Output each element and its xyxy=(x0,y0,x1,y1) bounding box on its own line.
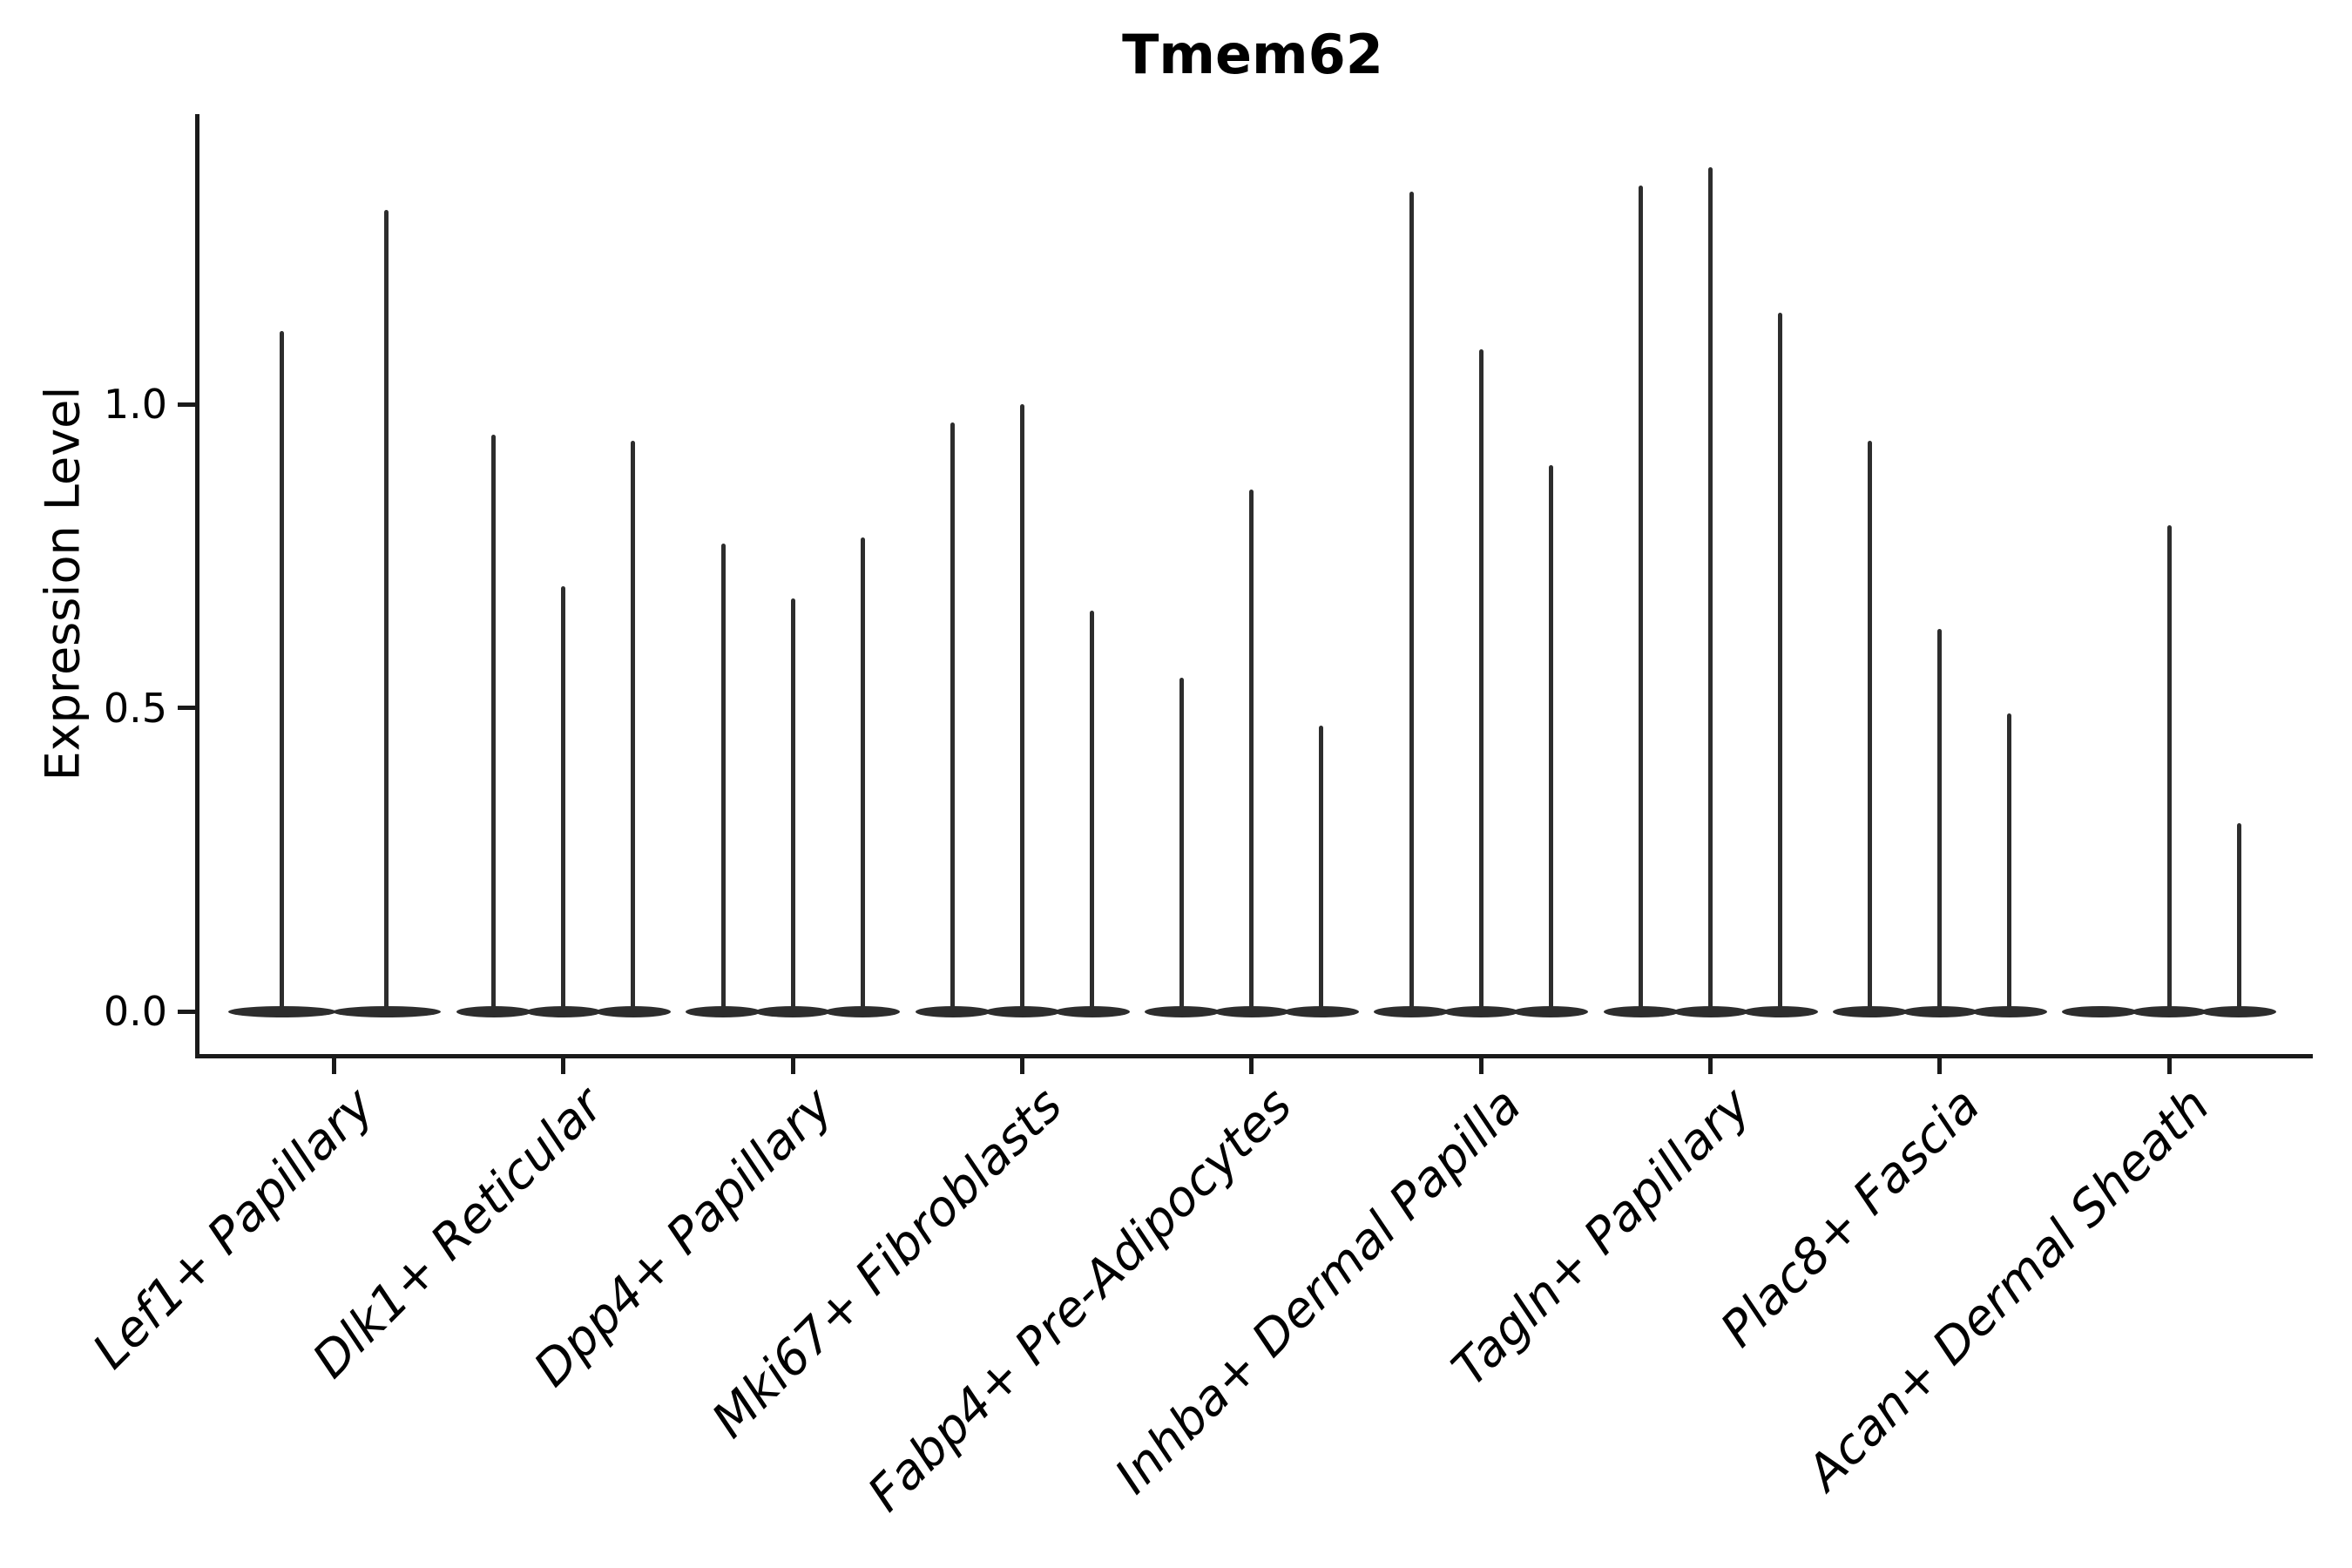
violin-base xyxy=(915,1005,990,1017)
violin-spike xyxy=(561,586,566,1011)
violin-base xyxy=(1374,1005,1450,1017)
violin-spike xyxy=(491,434,497,1011)
x-tick-mark xyxy=(1020,1058,1025,1074)
violin-spike xyxy=(1319,726,1324,1011)
violin-spike xyxy=(1548,464,1553,1011)
violin-base xyxy=(2201,1005,2277,1017)
x-tick-mark xyxy=(1478,1058,1484,1074)
x-tick-mark xyxy=(561,1058,566,1074)
y-tick-mark xyxy=(178,1009,195,1014)
violin-spike xyxy=(280,331,284,1011)
x-tick-mark xyxy=(2166,1058,2172,1074)
y-axis-label: Expression Level xyxy=(35,386,91,781)
violin-spike xyxy=(1020,404,1025,1011)
violin-spike xyxy=(384,209,389,1011)
violin-base xyxy=(825,1005,901,1017)
violin-spike xyxy=(1249,489,1254,1011)
violin-base xyxy=(332,1005,441,1017)
violin-spike xyxy=(631,440,636,1011)
violin-base xyxy=(1213,1005,1289,1017)
y-tick-mark xyxy=(178,706,195,710)
violin-base xyxy=(686,1005,761,1017)
violin-spike xyxy=(790,598,795,1011)
violin-base xyxy=(525,1005,601,1017)
violin-base xyxy=(1971,1005,2047,1017)
violin-base xyxy=(1283,1005,1359,1017)
x-tick-mark xyxy=(1249,1058,1254,1074)
y-tick-label: 1.0 xyxy=(103,381,167,428)
y-axis-spine xyxy=(195,114,199,1058)
violin-base xyxy=(2062,1005,2138,1017)
violin-spike xyxy=(1868,440,1873,1011)
violin-base xyxy=(1673,1005,1748,1017)
violin-spike xyxy=(1179,677,1185,1011)
violin-spike xyxy=(860,537,865,1011)
violin-base xyxy=(984,1005,1060,1017)
chart-title: Tmem62 xyxy=(1122,23,1383,86)
violin-spike xyxy=(1478,349,1484,1011)
violin-spike xyxy=(1639,186,1644,1011)
violin-base xyxy=(2132,1005,2207,1017)
x-tick-label: Acan+ Dermal Sheath xyxy=(1795,1077,2220,1502)
y-tick-label: 0.0 xyxy=(103,988,167,1035)
x-tick-mark xyxy=(1937,1058,1943,1074)
violin-spike xyxy=(1778,313,1783,1011)
violin-base xyxy=(227,1005,336,1017)
violin-base xyxy=(1443,1005,1519,1017)
violin-spike xyxy=(1409,192,1414,1011)
violin-base xyxy=(1513,1005,1589,1017)
y-tick-mark xyxy=(178,402,195,407)
x-tick-label: Inhba+ Dermal Papilla xyxy=(1104,1077,1532,1505)
violin-base xyxy=(1144,1005,1220,1017)
violin-base xyxy=(1603,1005,1679,1017)
violin-spike xyxy=(2166,525,2172,1011)
violin-base xyxy=(1054,1005,1130,1017)
violin-base xyxy=(1832,1005,1908,1017)
violin-spike xyxy=(950,422,956,1011)
x-tick-mark xyxy=(1708,1058,1713,1074)
violin-spike xyxy=(1090,610,1095,1011)
x-axis-spine xyxy=(195,1054,2313,1058)
violin-spike xyxy=(2236,822,2241,1011)
violin-spike xyxy=(1937,628,1943,1011)
violin-spike xyxy=(1708,167,1713,1011)
y-tick-label: 0.5 xyxy=(103,684,167,732)
violin-base xyxy=(595,1005,671,1017)
x-tick-mark xyxy=(332,1058,336,1074)
violin-spike xyxy=(2007,713,2012,1011)
violin-base xyxy=(456,1005,531,1017)
violin-base xyxy=(755,1005,831,1017)
violin-base xyxy=(1902,1005,1977,1017)
x-tick-mark xyxy=(790,1058,795,1074)
violin-base xyxy=(1742,1005,1818,1017)
violin-spike xyxy=(720,544,726,1011)
x-tick-label: Fabp4+ Pre-Adipocytes xyxy=(856,1077,1303,1523)
